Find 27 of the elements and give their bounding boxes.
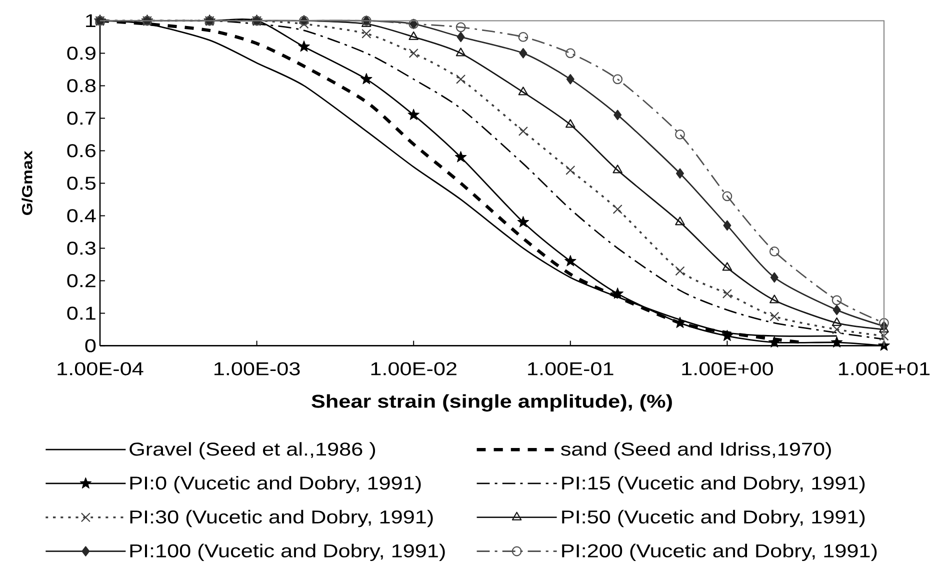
- legend-label: PI:15 (Vucetic and Dobry, 1991): [562, 476, 865, 494]
- y-tick-label: 0.4: [67, 209, 96, 222]
- x-tick-label: 1.00E-02: [371, 362, 456, 376]
- x-tick-label: 1.00E-01: [528, 362, 614, 376]
- x-tick-label: 1.00E+00: [682, 362, 773, 376]
- y-tick-label: 0.6: [67, 144, 96, 158]
- legend-label: PI:0 (Vucetic and Dobry, 1991): [130, 476, 421, 494]
- y-tick-label: 0.5: [67, 176, 96, 190]
- y-tick-label: 0: [85, 339, 96, 352]
- y-axis-title: G/Gmax: [22, 150, 32, 216]
- y-tick-label: 0.8: [67, 79, 96, 92]
- legend-label: PI:50 (Vucetic and Dobry, 1991): [562, 510, 865, 528]
- legend-label: PI:100 (Vucetic and Dobry, 1991): [130, 544, 445, 562]
- x-tick-label: 1.00E-04: [58, 362, 144, 376]
- legend-label: sand (Seed and Idriss,1970): [560, 442, 831, 460]
- y-tick-label: 0.2: [67, 274, 96, 288]
- x-tick-label: 1.00E-03: [214, 362, 300, 376]
- y-tick-label: 0.3: [67, 242, 96, 255]
- legend-label: Gravel (Seed et al.,1986 ): [130, 442, 376, 460]
- y-tick-label: 0.1: [67, 306, 96, 320]
- x-axis-title: Shear strain (single amplitude), (%): [312, 394, 672, 412]
- y-tick-label: 0.7: [67, 112, 96, 125]
- y-tick-label: 1: [86, 14, 96, 28]
- x-tick-label: 1.00E+01: [838, 362, 930, 376]
- legend-label: PI:30 (Vucetic and Dobry, 1991): [130, 510, 433, 528]
- y-tick-label: 0.9: [67, 46, 96, 60]
- legend-label: PI:200 (Vucetic and Dobry, 1991): [562, 544, 877, 562]
